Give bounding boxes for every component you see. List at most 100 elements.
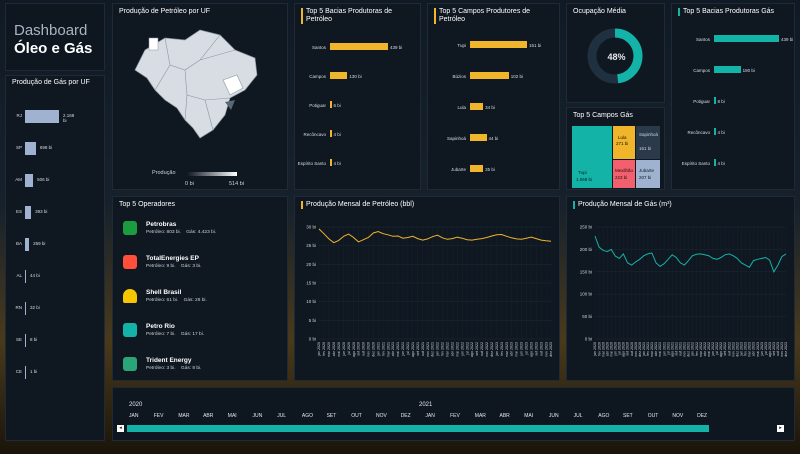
x-tick-label: mai 2023 (756, 342, 760, 357)
timeline-month[interactable]: JUL (573, 413, 583, 419)
timeline-month[interactable]: JAN (425, 413, 435, 419)
timeline-month[interactable]: MAI (227, 413, 237, 419)
timeline-month[interactable]: JUL (277, 413, 287, 419)
timeline-month[interactable]: JUN (548, 413, 559, 419)
basins_oil-bar[interactable] (330, 72, 348, 79)
treemap-cell-mexilhao[interactable]: Mexilhão 223 bi (613, 160, 635, 188)
y-tick-label: 0 bi (309, 337, 316, 342)
timeline-month[interactable]: OUT (647, 413, 659, 419)
timeline-month[interactable]: SET (326, 413, 337, 419)
treemap-cell-jubarte[interactable]: Jubarte 207 bi (636, 160, 660, 188)
gas-uf-label: RJ (16, 113, 23, 118)
x-tick-label: mar 2023 (748, 342, 752, 357)
basins_oil-bar[interactable] (330, 130, 332, 137)
timeline-month[interactable]: DEZ (400, 413, 411, 419)
gas-uf-bar[interactable] (25, 238, 30, 251)
timeline-month[interactable]: MAR (178, 413, 190, 419)
timeline-month[interactable]: AGO (301, 413, 314, 419)
treemap: Tupi 1.068 bi Lula 271 bi Sapinhoá 161 b… (572, 126, 660, 188)
treemap-value: 223 bi (615, 175, 628, 180)
basins_oil-bar[interactable] (330, 101, 332, 108)
fields_oil-bar[interactable] (470, 165, 484, 172)
x-tick-label: out 2023 (539, 342, 543, 356)
timeline-month[interactable]: JUN (252, 413, 263, 419)
oil-monthly-chart[interactable]: 0 bi 5 bi 10 bi 15 bi 20 bi 25 bi 30 bi jan 202… (297, 211, 559, 379)
timeline-month[interactable]: JAN (129, 413, 139, 419)
treemap-cell-sapinhoa[interactable]: Sapinhoá 161 bi (636, 126, 660, 159)
timeline-month[interactable]: SET (623, 413, 633, 419)
x-tick-label: set 2020 (357, 342, 361, 356)
x-tick-label: out 2020 (630, 342, 634, 356)
gas-uf-bar[interactable] (25, 366, 26, 379)
timeline-month[interactable]: MAR (474, 413, 486, 419)
timeline-month[interactable]: ABR (203, 413, 214, 419)
timeline-month[interactable]: MAI (524, 413, 534, 419)
basins_oil-value: 4 bi (333, 132, 341, 137)
basins_gas-bar[interactable] (714, 35, 779, 42)
brazil-map[interactable] (125, 20, 265, 140)
treemap-cell-tupi[interactable]: Tupi 1.068 bi (572, 126, 612, 188)
x-tick-label: mai 2021 (658, 342, 662, 357)
gas-uf-bar[interactable] (25, 270, 26, 283)
gas-by-uf-title: Produção de Gás por UF (12, 79, 90, 86)
treemap-value: 207 bi (639, 175, 652, 180)
gas-uf-bar[interactable] (25, 142, 36, 155)
dashboard-title-panel: Dashboard Óleo e Gás (5, 3, 105, 71)
basins_oil-bar[interactable] (330, 43, 388, 50)
gas-uf-bar[interactable] (25, 334, 26, 347)
x-tick-label: jun 2023 (520, 342, 524, 357)
timeline-month[interactable]: OUT (351, 413, 362, 419)
basins_oil-value: 6 bi (333, 103, 341, 108)
operator-name[interactable]: Trident Energy (146, 357, 192, 364)
fields_oil-label: Lula (457, 105, 466, 110)
basins_gas-label: Recôncavo (687, 130, 710, 135)
timeline-next-button[interactable]: ▸ (777, 425, 784, 432)
x-tick-label: nov 2022 (485, 342, 489, 357)
treemap-cell-lula[interactable]: Lula 271 bi (613, 126, 635, 159)
operator-name[interactable]: Shell Brasil (146, 289, 182, 296)
basins_gas-bar[interactable] (714, 128, 716, 135)
timeline-track[interactable] (127, 425, 709, 432)
y-tick-label: 150 bi (580, 269, 592, 274)
operator-name[interactable]: Petro Rio (146, 323, 175, 330)
gas-uf-label: AL (16, 273, 22, 278)
gas-monthly-panel: Produção Mensal de Gás (m³) 0 bi 50 bi 100… (566, 196, 795, 381)
x-tick-label: mar 2023 (505, 342, 509, 357)
basins_oil-bar[interactable] (330, 159, 332, 166)
basins_gas-label: Potiguar (693, 99, 710, 104)
operators-title: Top 5 Operadores (119, 201, 176, 208)
timeline-month[interactable]: AGO (598, 413, 610, 419)
timeline-month[interactable]: FEV (153, 413, 164, 419)
series-line[interactable] (594, 235, 787, 273)
x-tick-label: mai 2020 (609, 342, 613, 357)
x-tick-label: nov 2023 (780, 342, 784, 357)
timeline-month[interactable]: DEZ (697, 413, 708, 419)
fields_oil-label: Tupi (457, 43, 466, 48)
timeline-month[interactable]: FEV (450, 413, 460, 419)
fields_oil-value: 102 bi (510, 74, 524, 79)
x-tick-label: ago 2021 (411, 342, 415, 357)
gas-uf-bar[interactable] (25, 206, 32, 219)
x-tick-label: abr 2021 (654, 342, 658, 356)
gas-uf-bar[interactable] (25, 302, 26, 315)
fields_oil-bar[interactable] (470, 134, 487, 141)
fields_oil-bar[interactable] (470, 103, 484, 110)
timeline-month[interactable]: ABR (499, 413, 510, 419)
x-tick-label: set 2023 (534, 342, 538, 356)
basins_gas-bar[interactable] (714, 66, 741, 73)
timeline-year-2021: 2021 (419, 402, 433, 408)
basins_gas-bar[interactable] (714, 97, 716, 104)
gas-monthly-chart[interactable]: 0 bi 50 bi 100 bi 150 bi 200 bi 250 bi jan 202… (569, 211, 794, 379)
basins_gas-bar[interactable] (714, 159, 716, 166)
gas-uf-bar[interactable] (25, 174, 34, 187)
series-line[interactable] (318, 228, 552, 244)
top-fields-oil-title: Top 5 Campos Produtores de Petróleo (434, 8, 544, 24)
timeline-month[interactable]: NOV (672, 413, 684, 419)
fields_oil-bar[interactable] (470, 41, 527, 48)
operator-name[interactable]: TotalEnergies EP (146, 255, 199, 262)
timeline-month[interactable]: NOV (376, 413, 387, 419)
timeline-prev-button[interactable]: ◂ (117, 425, 124, 432)
fields_oil-bar[interactable] (470, 72, 509, 79)
operator-name[interactable]: Petrobras (146, 221, 177, 228)
gas-uf-bar[interactable] (25, 110, 59, 123)
